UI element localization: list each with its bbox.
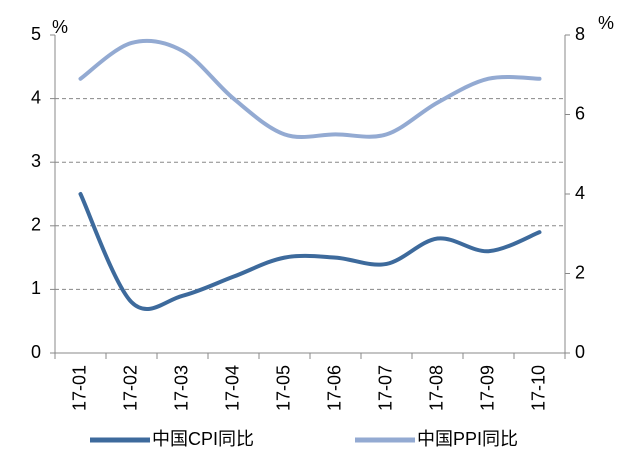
y-tick-label: 5 [31, 24, 41, 44]
x-tick-label: 17-07 [375, 365, 395, 411]
x-tick-label: 17-05 [273, 365, 293, 411]
y2-tick-label: 6 [575, 103, 585, 123]
x-tick-label: 17-03 [171, 365, 191, 411]
y2-tick-label: 0 [575, 342, 585, 362]
y2-tick-label: 4 [575, 183, 585, 203]
x-tick-label: 17-10 [528, 365, 548, 411]
x-tick-label: 17-02 [120, 365, 140, 411]
y-unit: % [52, 17, 68, 37]
y2-unit: % [598, 13, 614, 33]
x-tick-label: 17-06 [324, 365, 344, 411]
y-tick-label: 1 [31, 278, 41, 298]
legend-label: 中国CPI同比 [152, 429, 254, 449]
x-tick-label: 17-04 [222, 365, 242, 411]
legend-label: 中国PPI同比 [417, 429, 518, 449]
x-tick-label: 17-08 [426, 365, 446, 411]
y2-tick-label: 8 [575, 24, 585, 44]
x-tick-label: 17-09 [477, 365, 497, 411]
series-line [78, 38, 542, 139]
x-tick-label: 17-01 [69, 365, 89, 411]
y-tick-label: 0 [31, 342, 41, 362]
y-tick-label: 2 [31, 215, 41, 235]
y2-tick-label: 2 [575, 262, 585, 282]
series-line [78, 192, 542, 311]
y-tick-label: 3 [31, 151, 41, 171]
y-tick-label: 4 [31, 87, 41, 107]
